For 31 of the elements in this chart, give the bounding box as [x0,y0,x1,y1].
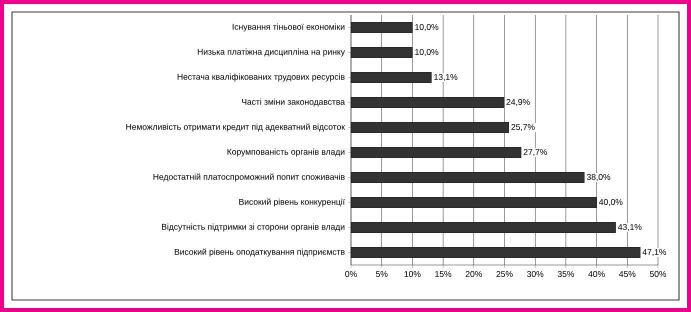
data-label: 24,9% [506,99,530,106]
y-tick-label: Недостатній платоспроможний попит споживачів [154,173,345,182]
y-tick-label: Часті зміни законодавства [242,98,345,106]
data-label: 38,0% [586,174,610,181]
y-tick-label: Нестача кваліфікованих трудових ресурсів [178,74,345,82]
y-tick-label: Високий рівень оподаткування підприємств [174,248,345,257]
x-tick-label: 50% [650,271,666,278]
data-label: 47,1% [642,249,666,256]
x-tick-label: 45% [619,271,636,277]
data-label: 13,1% [434,74,458,81]
x-tick-label: 30% [527,271,544,278]
data-label: 10,0% [415,49,438,56]
y-tick-label: Корумпованість органів влади [228,148,344,156]
x-tick-label: 35% [558,271,574,278]
x-tick-label: 40% [588,271,605,278]
x-tick-label: 25% [496,271,513,278]
y-tick-label: Існування тіньової економіки [232,24,344,32]
x-tick-label: 10% [404,271,421,278]
data-label: 43,1% [618,224,642,231]
x-tick-label: 20% [466,271,482,278]
x-tick-label: 15% [435,271,452,277]
x-tick-label: 5% [376,271,388,277]
y-tick-label: Низька платіжна дисципліна на ринку [198,48,345,56]
data-label: 27,7% [524,149,547,156]
y-tick-label: Відсутність підтримки зі сторони органів влади [162,224,344,232]
y-tick-label: Неможливість отримати кредит під адекватний відсоток [126,123,346,132]
x-tick-label: 0% [345,271,357,278]
data-label: 25,7% [511,124,535,131]
y-tick-label: Високий рівень конкуренції [239,198,345,207]
data-label: 40,0% [598,199,623,206]
data-label: 10,0% [415,24,438,31]
